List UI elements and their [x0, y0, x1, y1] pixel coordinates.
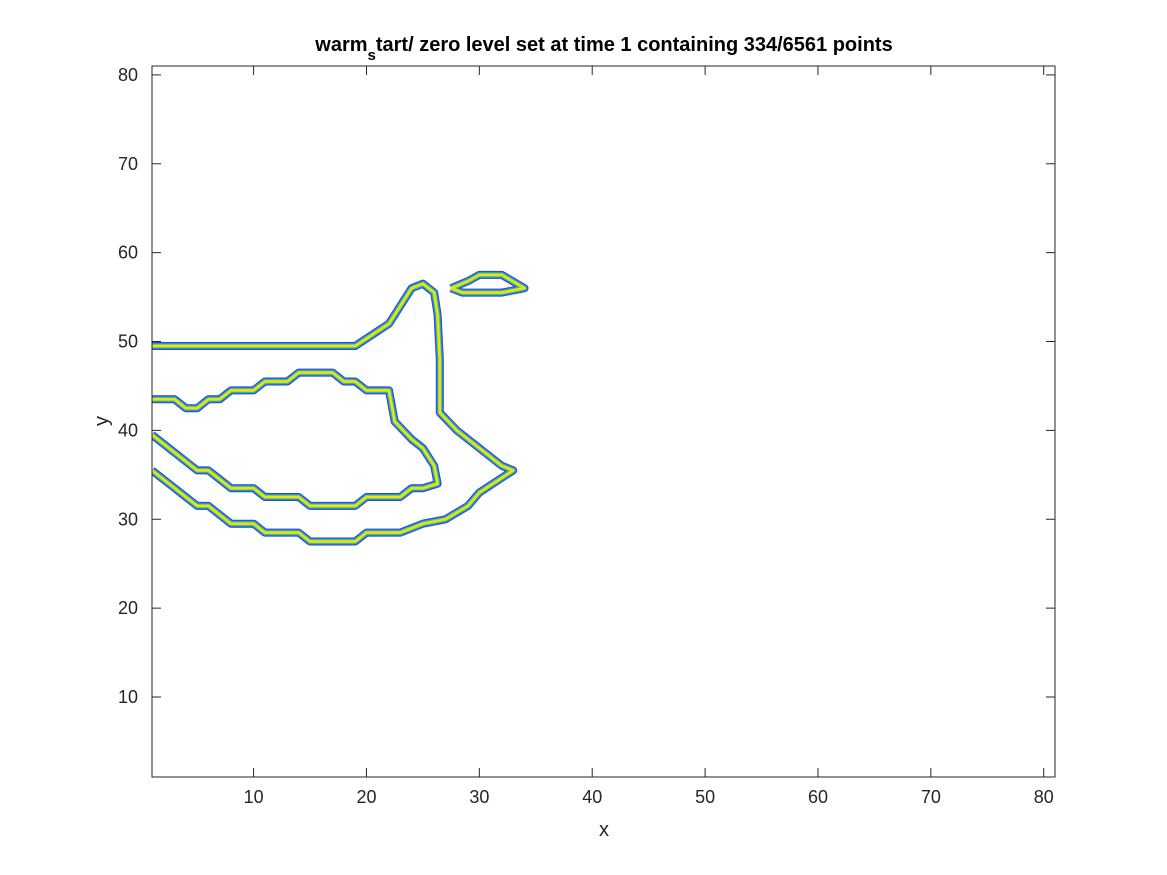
contour-region-boundary-bottom [152, 368, 442, 510]
y-tick-label: 30 [118, 509, 138, 529]
y-tick-label: 50 [118, 332, 138, 352]
x-tick-label: 30 [469, 787, 489, 807]
x-tick-label: 60 [808, 787, 828, 807]
y-axis-label: y [91, 416, 113, 426]
chart-title-subscript: s [368, 47, 376, 64]
x-tick-label: 40 [582, 787, 602, 807]
chart-title: warmstart/ zero level set at time 1 cont… [314, 34, 892, 64]
x-axis-ticks: 10 20 30 40 50 60 70 80 [244, 66, 1054, 807]
x-tick-label: 50 [695, 787, 715, 807]
contour-band-4 [152, 282, 515, 543]
y-tick-label: 70 [118, 154, 138, 174]
x-tick-label: 10 [244, 787, 264, 807]
chart-title-prefix: warm [314, 34, 367, 56]
x-tick-label: 80 [1034, 787, 1054, 807]
contour-band-4 [450, 273, 526, 294]
contour-band-4 [152, 371, 439, 507]
y-tick-label: 10 [118, 687, 138, 707]
y-tick-label: 60 [118, 243, 138, 263]
y-axis-ticks: 10 20 30 40 50 60 70 80 [118, 65, 1055, 707]
x-tick-label: 70 [921, 787, 941, 807]
contour-small-island [449, 270, 529, 297]
y-tick-label: 80 [118, 65, 138, 85]
plot-area-box [151, 65, 1056, 778]
x-tick-label: 20 [356, 787, 376, 807]
y-tick-label: 20 [118, 598, 138, 618]
chart-title-suffix: tart/ zero level set at time 1 containin… [376, 34, 893, 56]
y-tick-label: 40 [118, 420, 138, 440]
x-axis-label: x [599, 819, 609, 841]
contour-region-boundary-top [152, 279, 518, 546]
contour-layer [152, 270, 529, 546]
